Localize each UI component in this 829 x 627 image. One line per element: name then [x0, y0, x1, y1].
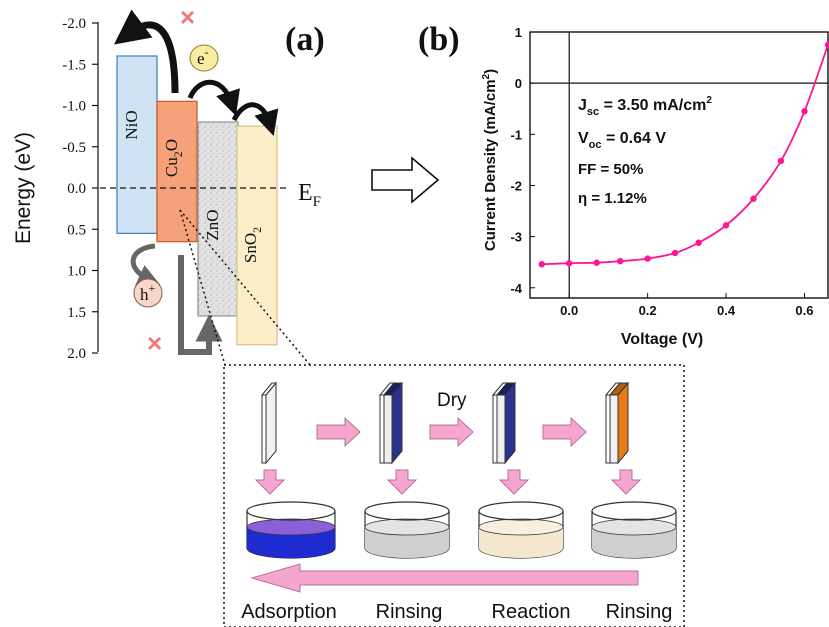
blocked-cross-top: × [180, 2, 195, 32]
energy-tick-label: -1.0 [62, 99, 86, 115]
substrate-coated-orange [604, 381, 630, 465]
jv-series-line-0 [541, 44, 829, 266]
hole-bubble: h+ [133, 278, 163, 308]
cycle-return-arrow [250, 563, 639, 593]
dip-arrow-1 [254, 469, 286, 495]
jv-data-point [566, 260, 573, 267]
process-box: Dry [223, 364, 685, 627]
beaker-rinsing-1 [364, 501, 450, 559]
svg-text:h+: h+ [140, 281, 156, 304]
step-arrow-2 [429, 416, 474, 448]
hole-arrow-cu2o-nio [130, 243, 161, 286]
step-label-rinsing-2: Rinsing [606, 601, 673, 623]
energy-tick-label: 1.5 [67, 305, 86, 321]
zoom-line-right [179, 209, 311, 366]
ff-annotation: FF = 50% [578, 161, 643, 178]
svg-text:e-: e- [197, 45, 209, 68]
jv-x-tick-label: 0.4 [717, 303, 736, 318]
jv-y-tick-label: -4 [510, 281, 522, 296]
step-arrow-1 [316, 416, 361, 448]
blocked-cross-bottom: × [147, 328, 162, 358]
jv-chart: 0.0 0.2 0.4 0.6 1 0 -1 -2 -3 -4 [510, 25, 829, 318]
substrate-coated-blue-1 [378, 381, 404, 465]
electron-bubble: e- [189, 44, 219, 72]
dip-arrow-3 [498, 469, 530, 495]
jv-data-point [538, 261, 545, 268]
jv-data-point [722, 222, 730, 229]
jv-x-tick-label: 0.6 [795, 303, 813, 318]
jv-data-point [671, 249, 679, 257]
electron-arrow-nio [113, 9, 179, 94]
step-label-rinsing-1: Rinsing [376, 601, 443, 623]
band-layer-label-2: ZnO [203, 209, 222, 240]
jv-data-point [593, 259, 600, 266]
band-layer-0 [116, 55, 158, 235]
step-arrow-3 [542, 416, 587, 448]
electron-arrow-zno-sno2 [231, 102, 279, 136]
step-label-reaction: Reaction [492, 601, 571, 623]
jsc-annotation: Jsc = 3.50 mA/cm2 [578, 95, 712, 118]
step-label-adsorption: Adsorption [241, 601, 337, 623]
hole-arrow-zno-blocked [178, 255, 223, 355]
substrate-coated-blue-2 [491, 381, 517, 465]
panel-transition-arrow [371, 156, 440, 204]
energy-tick-label: 0.0 [67, 181, 86, 197]
dry-label: Dry [437, 390, 467, 411]
beaker-rinsing-2 [591, 501, 677, 559]
jv-x-tick-label: 0.2 [639, 303, 657, 318]
dip-arrow-2 [386, 469, 418, 495]
jv-data-point [616, 257, 624, 265]
jv-y-tick-label: -3 [510, 230, 522, 245]
panel-b: (b) 0.0 0.2 0.4 0.6 1 0 -1 -2 -3 -4 Voltage (V) C… [418, 21, 829, 348]
energy-axis: -2.0 -1.5 -1.0 -0.5 0.0 0.5 1.0 1.5 2.0 [62, 16, 99, 362]
energy-tick-label: -1.5 [62, 57, 86, 73]
beaker-reaction [478, 501, 564, 559]
jv-y-tick-label: -2 [510, 178, 522, 193]
jv-data-point [750, 195, 757, 202]
jv-data-point [777, 157, 785, 165]
beaker-adsorption [246, 501, 336, 559]
panel-a-label: (a) [285, 21, 325, 58]
dip-arrow-4 [610, 469, 642, 495]
jv-data-point [824, 41, 829, 48]
zoom-line-left [179, 209, 226, 366]
jv-data-point [644, 255, 651, 262]
jv-y-tick-label: -1 [510, 127, 522, 142]
band-layer-label-3: SnO2 [241, 227, 264, 263]
panel-a: (a) -2.0 -1.5 -1.0 -0.5 0.0 0.5 1.0 1.5 2.0 Ener… [12, 2, 325, 366]
jv-y-tick-label: 0 [515, 76, 522, 91]
band-layer-1 [156, 100, 198, 243]
jv-data-point [801, 108, 808, 115]
band-layer-label-0: NiO [122, 110, 141, 139]
jv-y-axis-label: Current Density (mA/cm2) [481, 69, 499, 251]
fermi-level-label: EF [298, 180, 321, 210]
jv-y-tick-label: 1 [515, 25, 522, 40]
energy-tick-label: -2.0 [62, 16, 86, 32]
efficiency-annotation: η = 1.12% [578, 190, 647, 207]
voc-annotation: Voc = 0.64 V [578, 130, 666, 151]
energy-tick-label: 2.0 [67, 346, 86, 362]
energy-tick-label: 0.5 [67, 222, 86, 238]
jv-x-axis-label: Voltage (V) [621, 331, 703, 348]
energy-axis-label: Energy (eV) [12, 132, 35, 244]
electron-arrow-cu2o-zno [187, 79, 240, 116]
jv-data-point [695, 239, 702, 246]
band-layer-label-1: Cu2O [162, 139, 185, 177]
energy-tick-label: 1.0 [67, 264, 86, 280]
process-box-border [223, 364, 685, 627]
substrate-bare [260, 381, 278, 465]
band-layer-3 [236, 125, 278, 346]
jv-plot-frame [529, 31, 829, 299]
jv-x-tick-label: 0.0 [560, 303, 578, 318]
panel-b-label: (b) [418, 21, 460, 58]
energy-tick-label: -0.5 [62, 140, 86, 156]
